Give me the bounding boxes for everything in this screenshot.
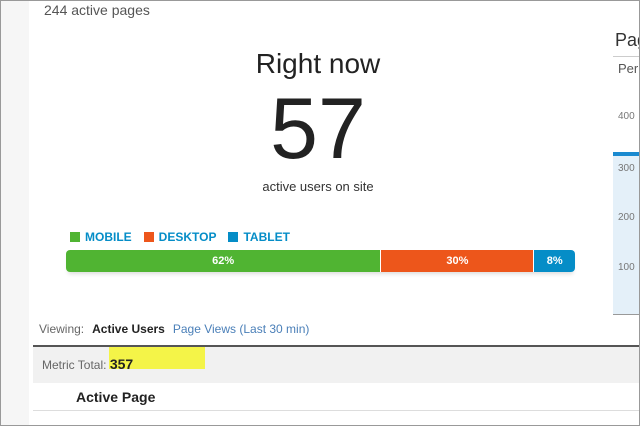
table-header-active-page[interactable]: Active Page — [33, 383, 640, 411]
tick-200: 200 — [618, 212, 635, 223]
device-legend: MOBILE DESKTOP TABLET — [70, 230, 290, 244]
viewing-label: Viewing: — [39, 322, 85, 336]
bar-mobile: 62% — [66, 250, 382, 272]
highlight-mark — [109, 347, 205, 369]
active-users-count: 57 — [270, 81, 366, 177]
legend-desktop: DESKTOP — [143, 230, 216, 244]
bar-tablet: 8% — [534, 250, 575, 272]
device-share-bar: 62% 30% 8% — [66, 250, 575, 272]
legend-tablet: TABLET — [228, 230, 290, 244]
metric-total-label: Metric Total: — [42, 358, 107, 372]
chart-subtitle: Per — [618, 61, 639, 76]
right-now-title: Right now — [255, 48, 381, 79]
active-pages-count: 244 active pages — [44, 2, 150, 18]
chart-title: Pag — [613, 30, 640, 57]
metric-total-value: 357 — [109, 356, 134, 372]
tick-300: 300 — [618, 163, 635, 174]
tick-100: 100 — [618, 262, 635, 273]
tick-400: 400 — [618, 111, 635, 122]
tab-page-views[interactable]: Page Views (Last 30 min) — [172, 322, 310, 336]
active-users-label: active users on site — [262, 179, 374, 194]
bar-desktop: 30% — [381, 250, 535, 272]
metric-total-bar: Metric Total: 357 — [33, 345, 640, 383]
sidebar-strip — [1, 0, 29, 426]
viewing-selector: Viewing: Active Users Page Views (Last 3… — [39, 322, 309, 336]
legend-mobile: MOBILE — [70, 230, 132, 244]
pageviews-chart-panel: Pag Per 400 300 200 100 — [613, 30, 640, 315]
tab-active-users[interactable]: Active Users — [92, 322, 165, 336]
